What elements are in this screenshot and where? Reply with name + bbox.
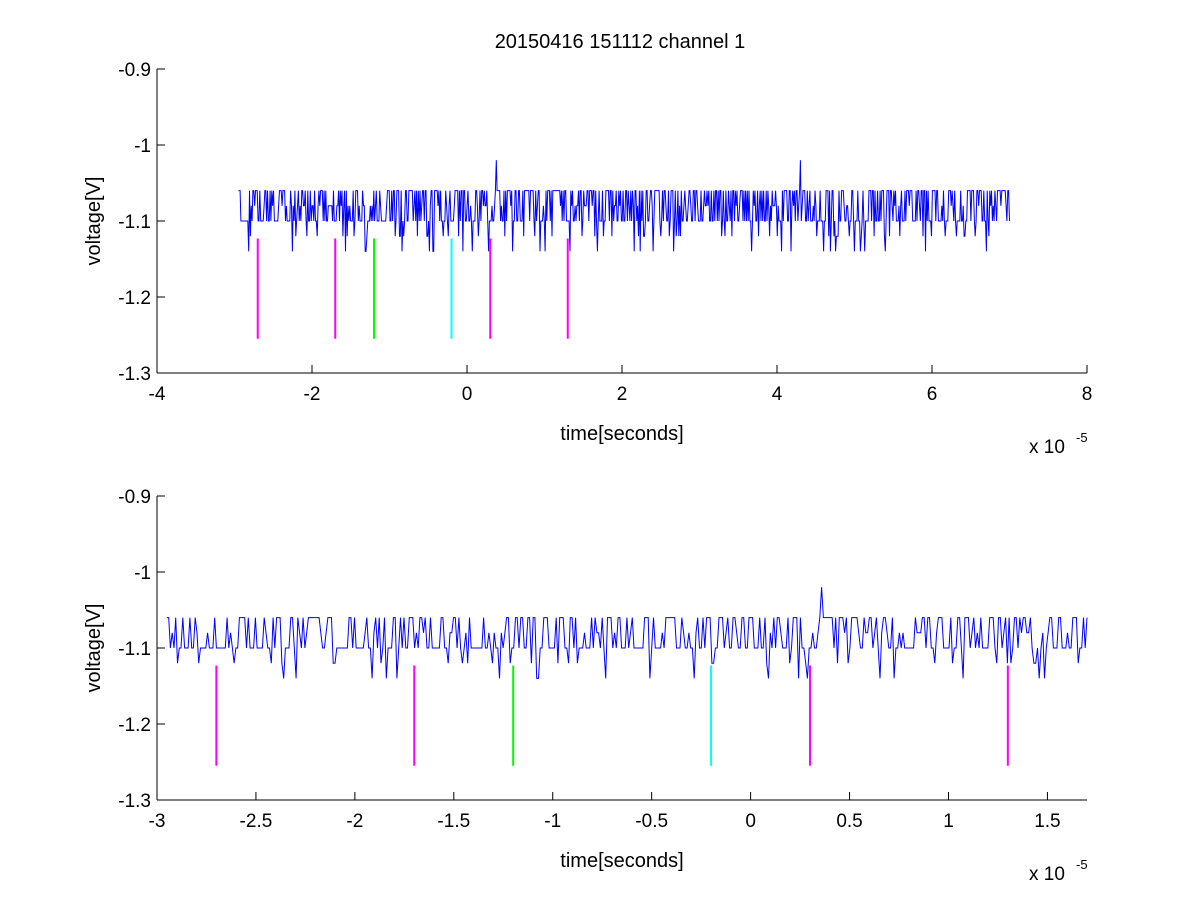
- y-axis-label: voltage[V]: [83, 604, 105, 693]
- y-tick-label: -0.9: [118, 487, 151, 508]
- y-tick-label: -1.3: [118, 364, 151, 385]
- x-tick-label: 0: [745, 811, 756, 832]
- x-exponent: -5: [1076, 430, 1088, 445]
- x-tick-label: -2.5: [240, 811, 273, 832]
- signal-series-line: [238, 160, 1010, 252]
- x-tick-label: 8: [1082, 384, 1093, 405]
- x-tick-label: 0: [462, 384, 473, 405]
- y-tick-label: -1.1: [118, 212, 151, 233]
- x-tick-label: -3: [149, 811, 166, 832]
- y-tick-label: -1.1: [118, 639, 151, 660]
- x-tick-label: 0.5: [836, 811, 862, 832]
- x-tick-label: -4: [149, 384, 166, 405]
- x-tick-label: -1.5: [437, 811, 470, 832]
- y-tick-label: -1: [134, 136, 151, 157]
- x-multiplier: x 10: [1029, 864, 1065, 885]
- x-exponent: -5: [1076, 857, 1088, 872]
- x-axis-label: time[seconds]: [560, 423, 683, 445]
- signal-series-line: [166, 587, 1088, 679]
- bottom-plot: -3 -2.5 -2 -1.5 -1 -0.5 0 0.5 1 1.5 -0.9 -1 -1.1 -1.2…: [83, 487, 1088, 885]
- y-axis-label: voltage[V]: [83, 177, 105, 266]
- x-tick-label: -0.5: [635, 811, 668, 832]
- x-axis-label: time[seconds]: [560, 850, 683, 872]
- x-tick-label: -2: [346, 811, 363, 832]
- x-multiplier: x 10: [1029, 437, 1065, 458]
- x-tick-label: 1.5: [1034, 811, 1060, 832]
- y-tick-label: -1.3: [118, 791, 151, 812]
- figure-title: 20150416 151112 channel 1: [495, 31, 746, 53]
- x-tick-label: -1: [544, 811, 561, 832]
- y-tick-label: -1.2: [118, 715, 151, 736]
- x-tick-label: 1: [943, 811, 954, 832]
- x-tick-label: 2: [617, 384, 628, 405]
- y-tick-label: -1.2: [118, 288, 151, 309]
- x-tick-label: 6: [927, 384, 938, 405]
- y-tick-label: -1: [134, 563, 151, 584]
- top-plot: -4 -2 0 2 4 6 8 -0.9 -1 -1.1 -1.2 -1.3 time[seconds]…: [83, 60, 1092, 458]
- y-tick-label: -0.9: [118, 60, 151, 81]
- x-tick-label: 4: [772, 384, 783, 405]
- x-tick-label: -2: [304, 384, 321, 405]
